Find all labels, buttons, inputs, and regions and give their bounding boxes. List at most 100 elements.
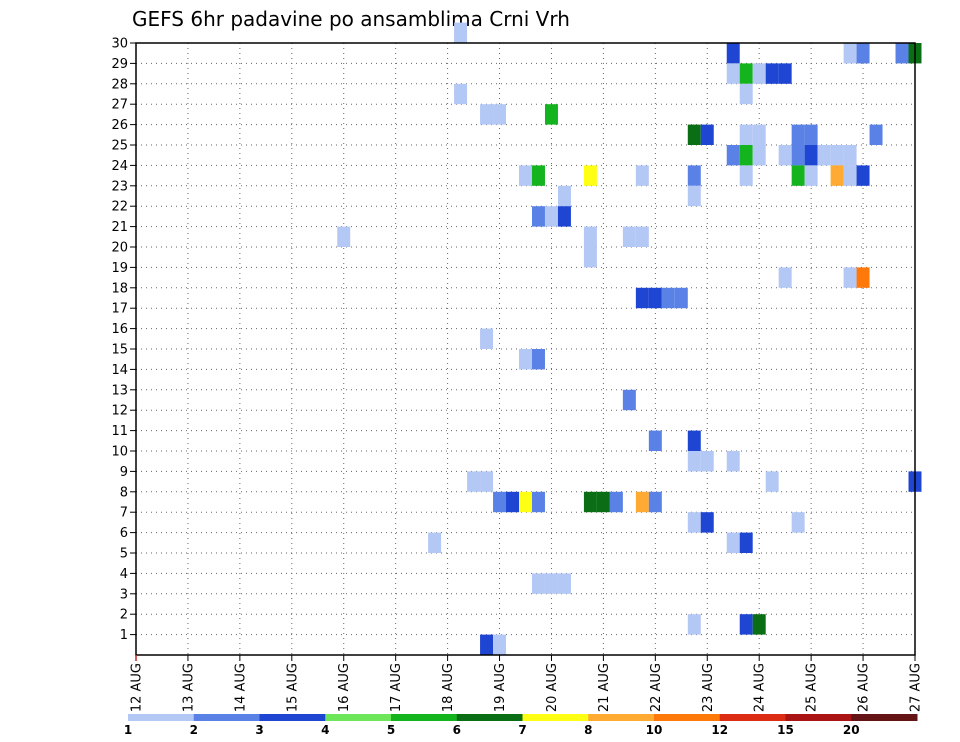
heatmap-cell [739,83,753,105]
heatmap-cell [467,471,481,492]
heatmap-cell [687,451,701,472]
heatmap-cell [531,206,545,227]
heatmap-cell [804,165,818,186]
y-tick-label: 5 [120,547,128,562]
x-tick-label: 16 AUG [337,663,352,712]
heatmap-cell [557,206,571,227]
heatmap-cell [480,634,494,655]
y-tick-label: 11 [111,424,128,439]
colorbar-label: 10 [646,723,663,737]
heatmap-cell [519,165,532,186]
heatmap-cell [519,491,532,513]
heatmap-cell [752,63,766,84]
y-tick-label: 8 [120,485,128,500]
colorbar-swatch [456,714,523,721]
colorbar-label: 15 [777,723,794,737]
heatmap-cell [583,165,597,186]
x-tick-label: 15 AUG [285,663,300,712]
heatmap-cell [337,226,351,247]
heatmap-cell [895,43,909,64]
colorbar-label: 4 [321,723,329,737]
colorbar-label: 1 [124,723,132,737]
heatmap-cell [493,491,507,513]
y-tick-label: 9 [120,465,128,480]
colorbar-label: 12 [711,723,728,737]
heatmap-cell [726,43,740,64]
y-tick-label: 18 [111,281,128,296]
y-tick-label: 23 [111,179,128,194]
y-tick-label: 29 [111,57,128,72]
heatmap-cell [817,145,831,166]
heatmap-cell [687,430,701,451]
heatmap-cell [843,165,857,186]
heatmap-cell [454,22,468,43]
colorbar: 1 2 3 4 5 6 7 8 10 12 15 20 [124,714,918,737]
heatmap-cell [687,185,701,207]
y-tick-label: 10 [111,445,128,460]
heatmap-cell [687,614,701,635]
heatmap-cell [687,124,701,145]
colorbar-label: 3 [255,723,263,737]
x-axis: 12 AUG 13 AUG 14 AUG 15 AUG 16 AUG 17 AUG 18 A… [130,655,924,712]
heatmap-cell [856,267,870,288]
data-cells [337,22,922,655]
heatmap-cell [752,124,766,145]
y-tick-label: 27 [111,98,128,113]
heatmap-cell [557,573,571,594]
heatmap-cell [856,43,870,64]
heatmap-cell [778,145,792,166]
colorbar-label: 7 [518,723,526,737]
colorbar-swatch [325,714,392,721]
heatmap-cell [778,63,792,84]
heatmap-cell [480,328,494,349]
heatmap-cell [700,124,714,145]
heatmap-cell [544,573,558,594]
heatmap-cell [635,165,649,186]
colorbar-swatch [522,714,589,721]
heatmap-cell [493,104,507,125]
y-tick-label: 13 [111,383,128,398]
heatmap-cell [519,349,532,370]
colorbar-swatch [719,714,786,721]
heatmap-cell [791,145,805,166]
heatmap-cell [622,226,636,247]
heatmap-cell [544,206,558,227]
heatmap-cell [635,491,649,513]
heatmap-cell [739,532,753,553]
heatmap-cell [765,471,779,492]
heatmap-cell [648,430,662,451]
heatmap-cell [454,83,468,105]
y-tick-label: 2 [120,608,128,623]
y-tick-label: 6 [120,526,128,541]
x-tick-label: 12 AUG [130,663,145,712]
x-tick-label: 24 AUG [753,663,768,712]
colorbar-swatch [588,714,655,721]
y-tick-label: 25 [111,139,128,154]
colorbar-label: 8 [584,723,592,737]
x-tick-label: 14 AUG [233,663,248,712]
heatmap-cell [531,491,545,513]
heatmap-cell [687,165,701,186]
x-tick-label: 22 AUG [649,663,664,712]
heatmap-cell [480,471,494,492]
heatmap-cell [752,614,766,635]
heatmap-cell [739,63,753,84]
x-tick-label: 23 AUG [701,663,716,712]
heatmap-cell [700,451,714,472]
y-tick-label: 14 [111,363,128,378]
heatmap-cell [622,389,636,411]
heatmap-cell [557,185,571,207]
heatmap-cell [726,451,740,472]
y-tick-label: 15 [111,343,128,358]
heatmap-cell [648,287,662,309]
heatmap-cell [726,145,740,166]
y-tick-label: 26 [111,118,128,133]
heatmap-cell [635,287,649,309]
x-tick-label: 13 AUG [181,663,196,712]
heatmap-cell [791,165,805,186]
colorbar-swatch [259,714,326,721]
heatmap-cell [480,104,494,125]
heatmap-cell [493,634,507,655]
colorbar-label: 2 [190,723,198,737]
x-tick-label: 21 AUG [597,663,612,712]
